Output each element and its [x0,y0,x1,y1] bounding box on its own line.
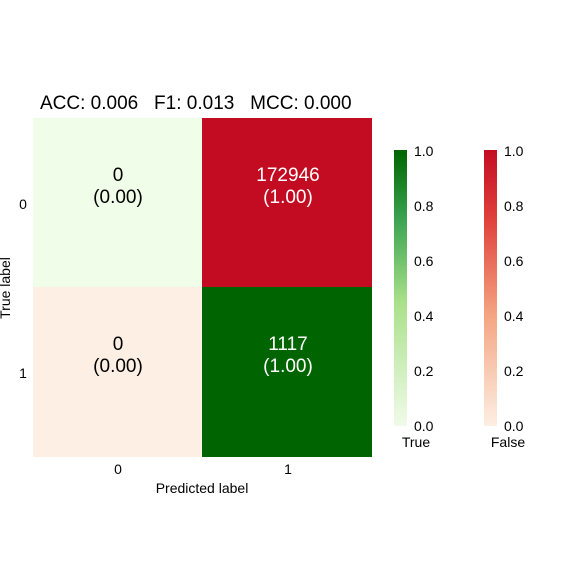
colorbar-true-tick: 0.4 [414,308,434,324]
cell-0-1-count: 172946 [256,165,319,186]
cell-1-1-ratio: (1.00) [263,356,313,377]
colorbar-false-bar [484,150,497,426]
cell-annotations: 0 (0.00) 172946 (1.00) 0 (0.00) 1117 (1.… [93,165,320,377]
cell-1-0 [33,287,202,457]
cell-0-1 [202,118,372,287]
colorbar-true-tick: 0.0 [414,418,434,434]
y-tick-0: 0 [19,196,27,212]
colorbar-false-tick: 1.0 [504,143,524,159]
y-axis-label: True label [0,257,13,319]
cell-0-0 [33,118,202,287]
colorbar-true-bar [394,150,407,426]
colorbar-false-tick: 0.4 [504,308,524,324]
heatmap-cells [33,118,372,457]
colorbar-true: 1.0 0.8 0.6 0.4 0.2 0.0 True [394,143,434,450]
cell-1-1 [202,287,372,457]
cell-0-0-ratio: (0.00) [93,187,143,208]
colorbar-true-label: True [402,434,430,450]
x-tick-0: 0 [114,461,122,477]
colorbar-false-tick: 0.8 [504,198,524,214]
chart-title: ACC: 0.006 F1: 0.013 MCC: 0.000 [40,93,352,114]
colorbar-false-label: False [491,434,525,450]
x-axis-label: Predicted label [156,480,249,496]
colorbar-true-tick: 0.2 [414,363,434,379]
colorbar-true-tick: 0.8 [414,198,434,214]
colorbar-false-tick: 0.0 [504,418,524,434]
y-tick-1: 1 [19,365,27,381]
x-tick-1: 1 [284,461,292,477]
cell-0-0-count: 0 [113,165,124,186]
cell-0-1-ratio: (1.00) [263,187,313,208]
cell-1-1-count: 1117 [268,334,307,355]
colorbar-false-tick: 0.2 [504,363,524,379]
cell-1-0-count: 0 [113,334,124,355]
colorbar-false: 1.0 0.8 0.6 0.4 0.2 0.0 False [484,143,525,450]
colorbar-true-tick: 1.0 [414,143,434,159]
cell-1-0-ratio: (0.00) [93,356,143,377]
colorbar-false-tick: 0.6 [504,253,524,269]
colorbar-true-tick: 0.6 [414,253,434,269]
